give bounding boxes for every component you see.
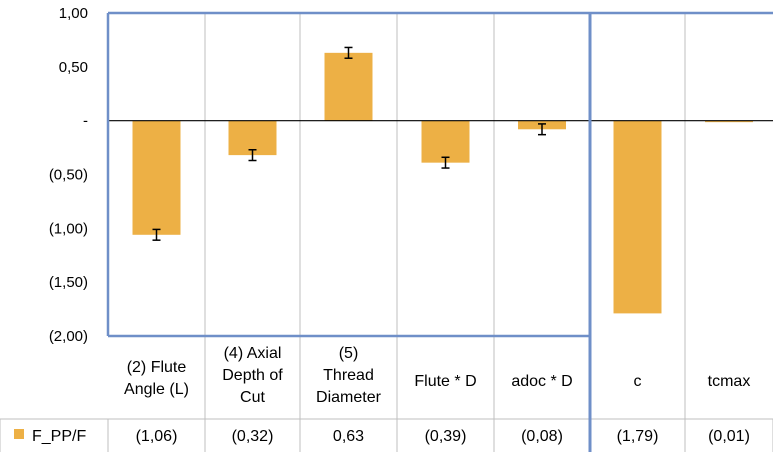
error-bars-layer [152, 46, 546, 241]
legend-swatch [14, 429, 24, 439]
bar [132, 120, 181, 235]
category-label: (5) Thread Diameter [316, 345, 382, 406]
category-label: c [634, 373, 642, 390]
data-table: F_PP/F (1,06) (0,32) 0,63 (0,39) (0,08) (1,79)… [14, 428, 750, 445]
y-tick-label: (1,50) [49, 274, 88, 291]
y-tick-label: - [83, 113, 88, 130]
axis-layer: 1,00 0,50 - (0,50) (1,00) (1,50) (2,00) [49, 5, 773, 345]
category-label: (2) Flute Angle (L) [124, 359, 189, 398]
bar [705, 120, 753, 123]
table-value: (0,39) [425, 428, 467, 445]
y-tick-label: (2,00) [49, 328, 88, 345]
group-frames [106, 11, 773, 452]
category-label: Flute * D [414, 373, 476, 390]
table-value: (1,06) [136, 428, 178, 445]
y-tick-label: (1,00) [49, 220, 88, 237]
y-tick-label: 0,50 [59, 59, 88, 76]
table-value: (1,79) [617, 428, 659, 445]
table-value: (0,08) [521, 428, 563, 445]
bar [421, 120, 470, 163]
bar [324, 52, 373, 121]
y-tick-label: 1,00 [59, 5, 88, 22]
y-tick-label: (0,50) [49, 167, 88, 184]
table-value: 0,63 [333, 428, 364, 445]
category-label: (4) Axial Depth of Cut [222, 345, 283, 406]
bars-layer [132, 52, 753, 314]
table-value: (0,01) [708, 428, 750, 445]
category-label: adoc * D [511, 373, 572, 390]
legend-label: F_PP/F [32, 428, 86, 445]
table-value: (0,32) [232, 428, 274, 445]
bar [613, 120, 662, 314]
category-labels: (2) Flute Angle (L) (4) Axial Depth of Cut (5… [124, 345, 750, 406]
category-label: tcmax [708, 373, 751, 390]
